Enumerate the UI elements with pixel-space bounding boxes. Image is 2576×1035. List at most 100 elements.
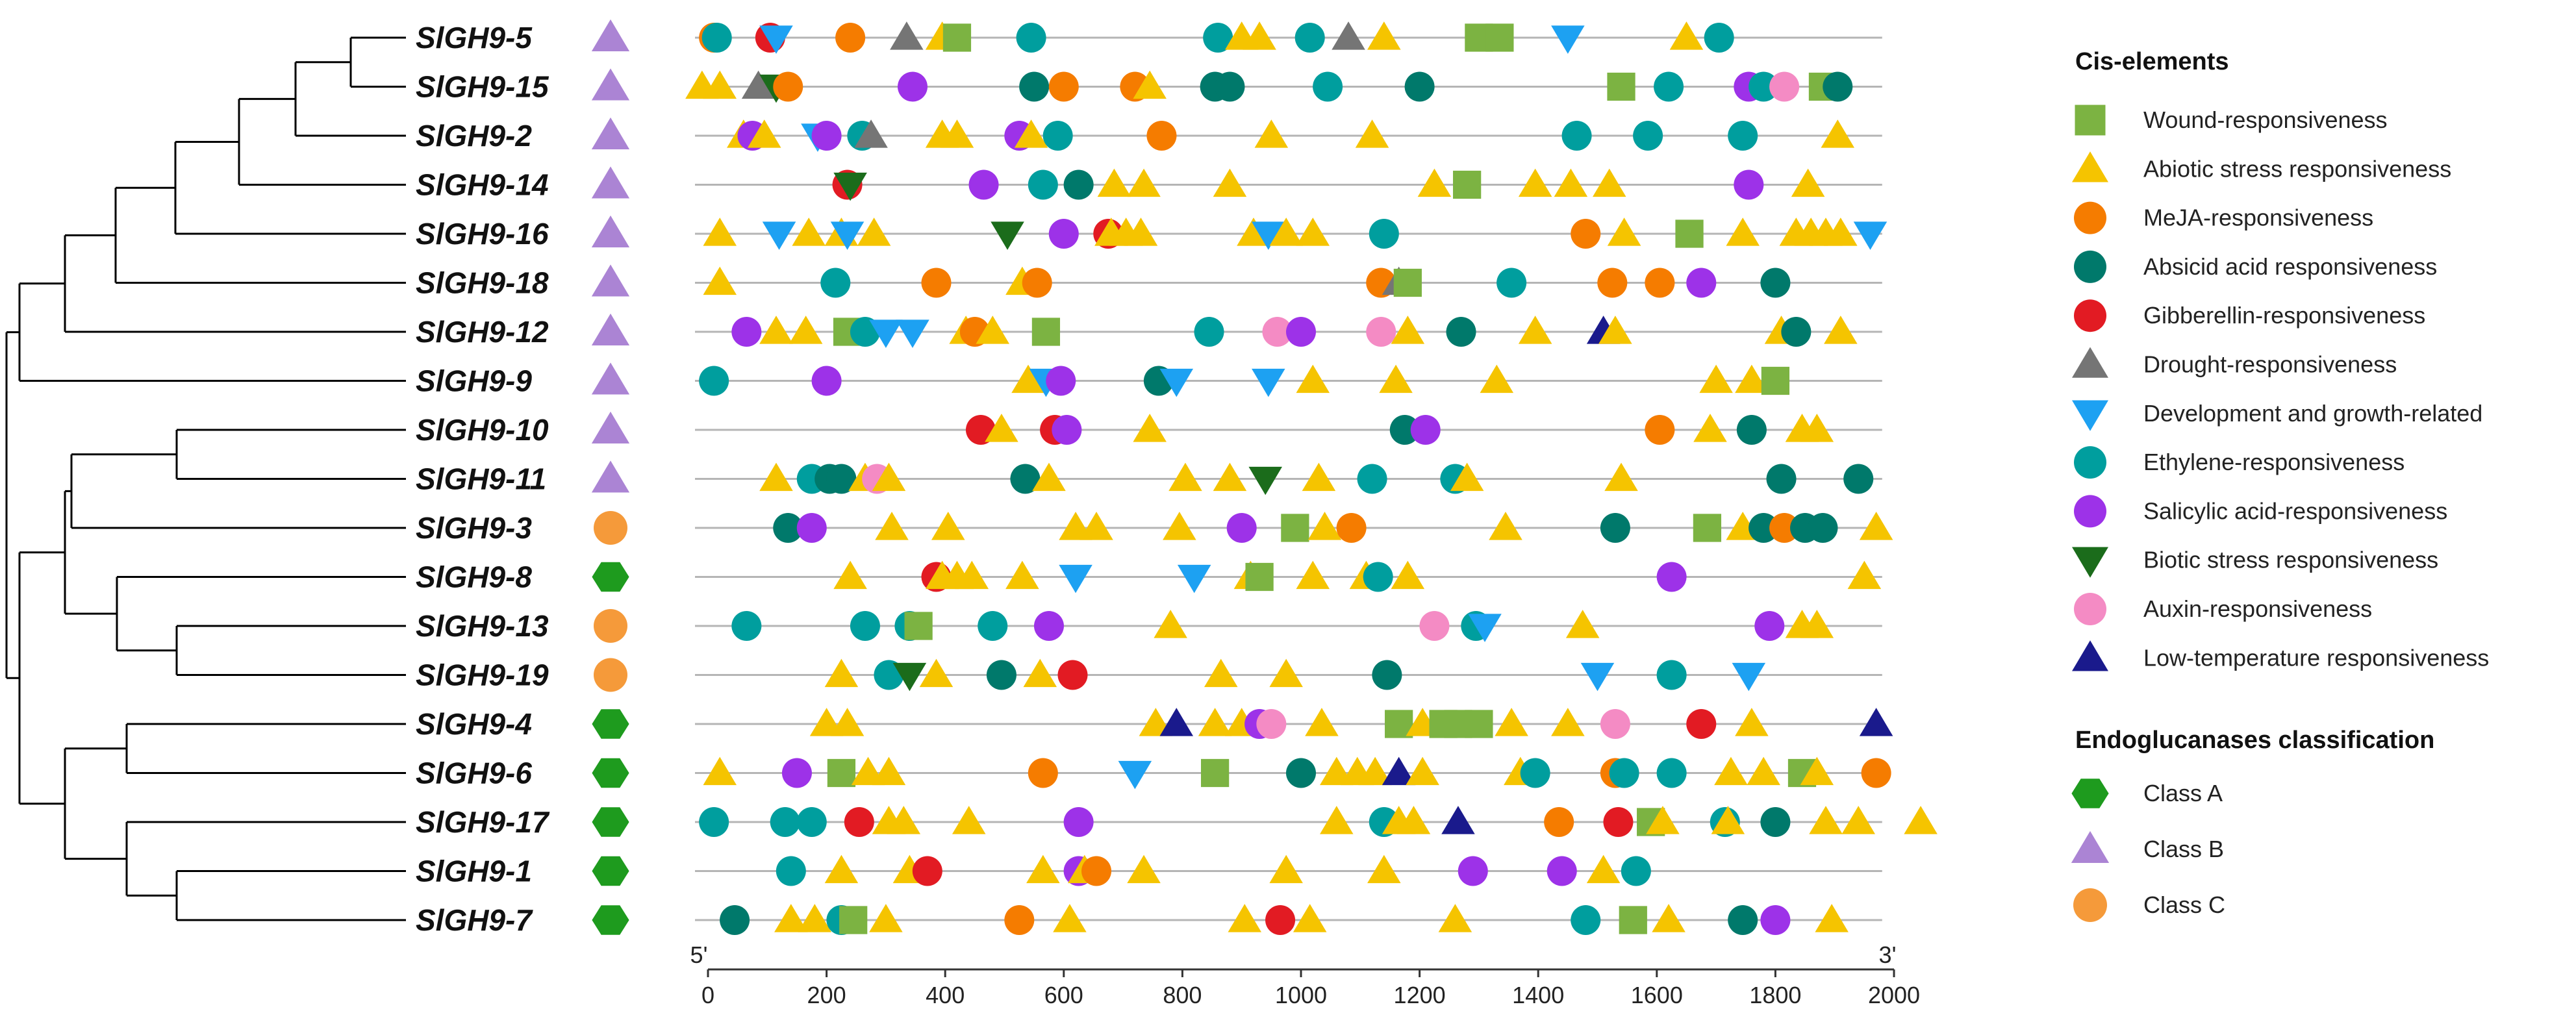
class-marker-class-b <box>591 19 630 52</box>
element-abiotic-stress-responsiveness <box>1097 168 1131 197</box>
legend-marker-drought-responsiveness <box>2072 347 2108 378</box>
tick-label: 800 <box>1163 982 1202 1008</box>
element-abiotic-stress-responsiveness <box>1847 560 1882 590</box>
gene-row-slgh9-14: SlGH9-14 <box>416 166 1882 202</box>
element-abiotic-stress-responsiveness <box>1607 218 1641 246</box>
element-ethylene-responsiveness <box>1656 758 1687 788</box>
gene-label: SlGH9-7 <box>416 903 533 937</box>
legend-label: Class A <box>2143 780 2223 806</box>
element-abiotic-stress-responsiveness <box>774 904 808 932</box>
element-drought-responsiveness <box>854 119 888 148</box>
class-marker-class-a <box>592 905 629 935</box>
element-abiotic-stress-responsiveness <box>1551 708 1585 736</box>
legend-marker-absicid-acid-responsiveness <box>2074 250 2106 283</box>
tick-label: 0 <box>701 982 714 1008</box>
element-abiotic-stress-responsiveness <box>1714 756 1748 786</box>
element-abiotic-stress-responsiveness <box>1127 854 1161 884</box>
gene-row-slgh9-16: SlGH9-16 <box>416 215 1888 251</box>
tick-label: 200 <box>807 982 846 1008</box>
element-abiotic-stress-responsiveness <box>759 462 793 492</box>
legend-marker-gibberellin-responsiveness <box>2074 299 2106 332</box>
element-salicylic-acid-responsiveness <box>1656 562 1687 592</box>
element-meja-responsiveness <box>1544 807 1574 837</box>
element-low-temperature-responsiveness <box>1382 756 1416 786</box>
legend-item-salicylic-acid-responsiveness: Salicylic acid-responsiveness <box>2074 495 2447 528</box>
element-development-and-growth-related <box>1580 662 1615 692</box>
element-abiotic-stress-responsiveness <box>1080 512 1113 540</box>
element-abiotic-stress-responsiveness <box>857 218 891 246</box>
element-absicid-acid-responsiveness <box>1843 464 1874 494</box>
element-biotic-stress-responsiveness <box>892 662 927 692</box>
element-absicid-acid-responsiveness <box>1010 464 1041 494</box>
element-development-and-growth-related <box>762 221 796 250</box>
element-abiotic-stress-responsiveness <box>1396 806 1431 834</box>
element-abiotic-stress-responsiveness <box>1163 512 1196 540</box>
element-abiotic-stress-responsiveness <box>1800 414 1834 442</box>
element-development-and-growth-related <box>1732 662 1766 692</box>
legend-item-absicid-acid-responsiveness: Absicid acid responsiveness <box>2074 250 2437 283</box>
element-absicid-acid-responsiveness <box>1760 268 1791 298</box>
element-abiotic-stress-responsiveness <box>1320 806 1354 834</box>
element-absicid-acid-responsiveness <box>1766 464 1797 494</box>
five-prime-label: 5' <box>690 941 708 968</box>
element-meja-responsiveness <box>1081 856 1112 886</box>
element-absicid-acid-responsiveness <box>986 660 1017 690</box>
element-abiotic-stress-responsiveness <box>1417 168 1452 197</box>
element-abiotic-stress-responsiveness <box>1735 364 1769 393</box>
element-absicid-acid-responsiveness <box>1600 513 1630 543</box>
element-wound-responsiveness <box>1607 72 1635 101</box>
element-abiotic-stress-responsiveness <box>1228 904 1262 932</box>
element-salicylic-acid-responsiveness <box>1760 905 1791 935</box>
tick-label: 1600 <box>1631 982 1683 1008</box>
element-abiotic-stress-responsiveness <box>703 70 737 99</box>
gene-row-slgh9-12: SlGH9-12 <box>416 313 1882 349</box>
element-salicylic-acid-responsiveness <box>968 169 999 200</box>
element-abiotic-stress-responsiveness <box>1305 708 1339 736</box>
element-abiotic-stress-responsiveness <box>1699 364 1733 393</box>
element-development-and-growth-related <box>1853 221 1888 250</box>
element-abiotic-stress-responsiveness <box>1586 854 1621 884</box>
gene-label: SlGH9-5 <box>416 21 533 55</box>
element-development-and-growth-related <box>1159 368 1194 397</box>
element-abiotic-stress-responsiveness <box>1841 806 1875 834</box>
element-development-and-growth-related <box>1551 25 1585 54</box>
gene-label: SlGH9-18 <box>416 266 549 300</box>
element-development-and-growth-related <box>896 319 929 348</box>
element-abiotic-stress-responsiveness <box>1053 904 1087 932</box>
element-salicylic-acid-responsiveness <box>1046 366 1076 396</box>
element-development-and-growth-related <box>1118 760 1152 790</box>
element-abiotic-stress-responsiveness <box>1213 168 1247 197</box>
gene-label: SlGH9-15 <box>416 70 549 104</box>
gene-row-slgh9-19: SlGH9-19 <box>416 658 1882 692</box>
element-ethylene-responsiveness <box>699 807 729 837</box>
element-development-and-growth-related <box>1252 221 1285 250</box>
legend-marker-development-and-growth-related <box>2072 400 2108 431</box>
gene-rows: SlGH9-5 SlGH9-15 SlGH9-2 SlGH9-14 SlGH9-16 Sl… <box>416 19 1938 937</box>
element-development-and-growth-related <box>869 319 903 348</box>
element-abiotic-stress-responsiveness <box>1204 658 1238 688</box>
legend-item-wound-responsiveness: Wound-responsiveness <box>2075 105 2388 136</box>
element-ethylene-responsiveness <box>1656 660 1687 690</box>
element-abiotic-stress-responsiveness <box>703 218 737 246</box>
gene-row-slgh9-18: SlGH9-18 <box>416 264 1882 300</box>
class-marker-class-b <box>591 215 630 248</box>
element-development-and-growth-related <box>1252 368 1285 397</box>
element-salicylic-acid-responsiveness <box>731 317 762 347</box>
element-absicid-acid-responsiveness <box>773 513 803 543</box>
element-ethylene-responsiveness <box>776 856 806 886</box>
element-wound-responsiveness <box>1281 514 1309 542</box>
legend-label: Salicylic acid-responsiveness <box>2143 497 2447 524</box>
gene-label: SlGH9-4 <box>416 707 532 741</box>
element-ethylene-responsiveness <box>1016 23 1046 53</box>
element-abiotic-stress-responsiveness <box>1243 21 1276 50</box>
element-ethylene-responsiveness <box>1357 464 1387 494</box>
element-absicid-acid-responsiveness <box>1063 169 1094 200</box>
element-wound-responsiveness <box>1245 562 1274 592</box>
element-salicylic-acid-responsiveness <box>1686 268 1717 298</box>
legend-marker-class-c <box>2073 888 2107 922</box>
legend-label: Class C <box>2143 892 2225 918</box>
element-abiotic-stress-responsiveness <box>798 904 832 932</box>
legend-marker-meja-responsiveness <box>2074 201 2106 234</box>
element-ethylene-responsiveness <box>699 366 729 396</box>
